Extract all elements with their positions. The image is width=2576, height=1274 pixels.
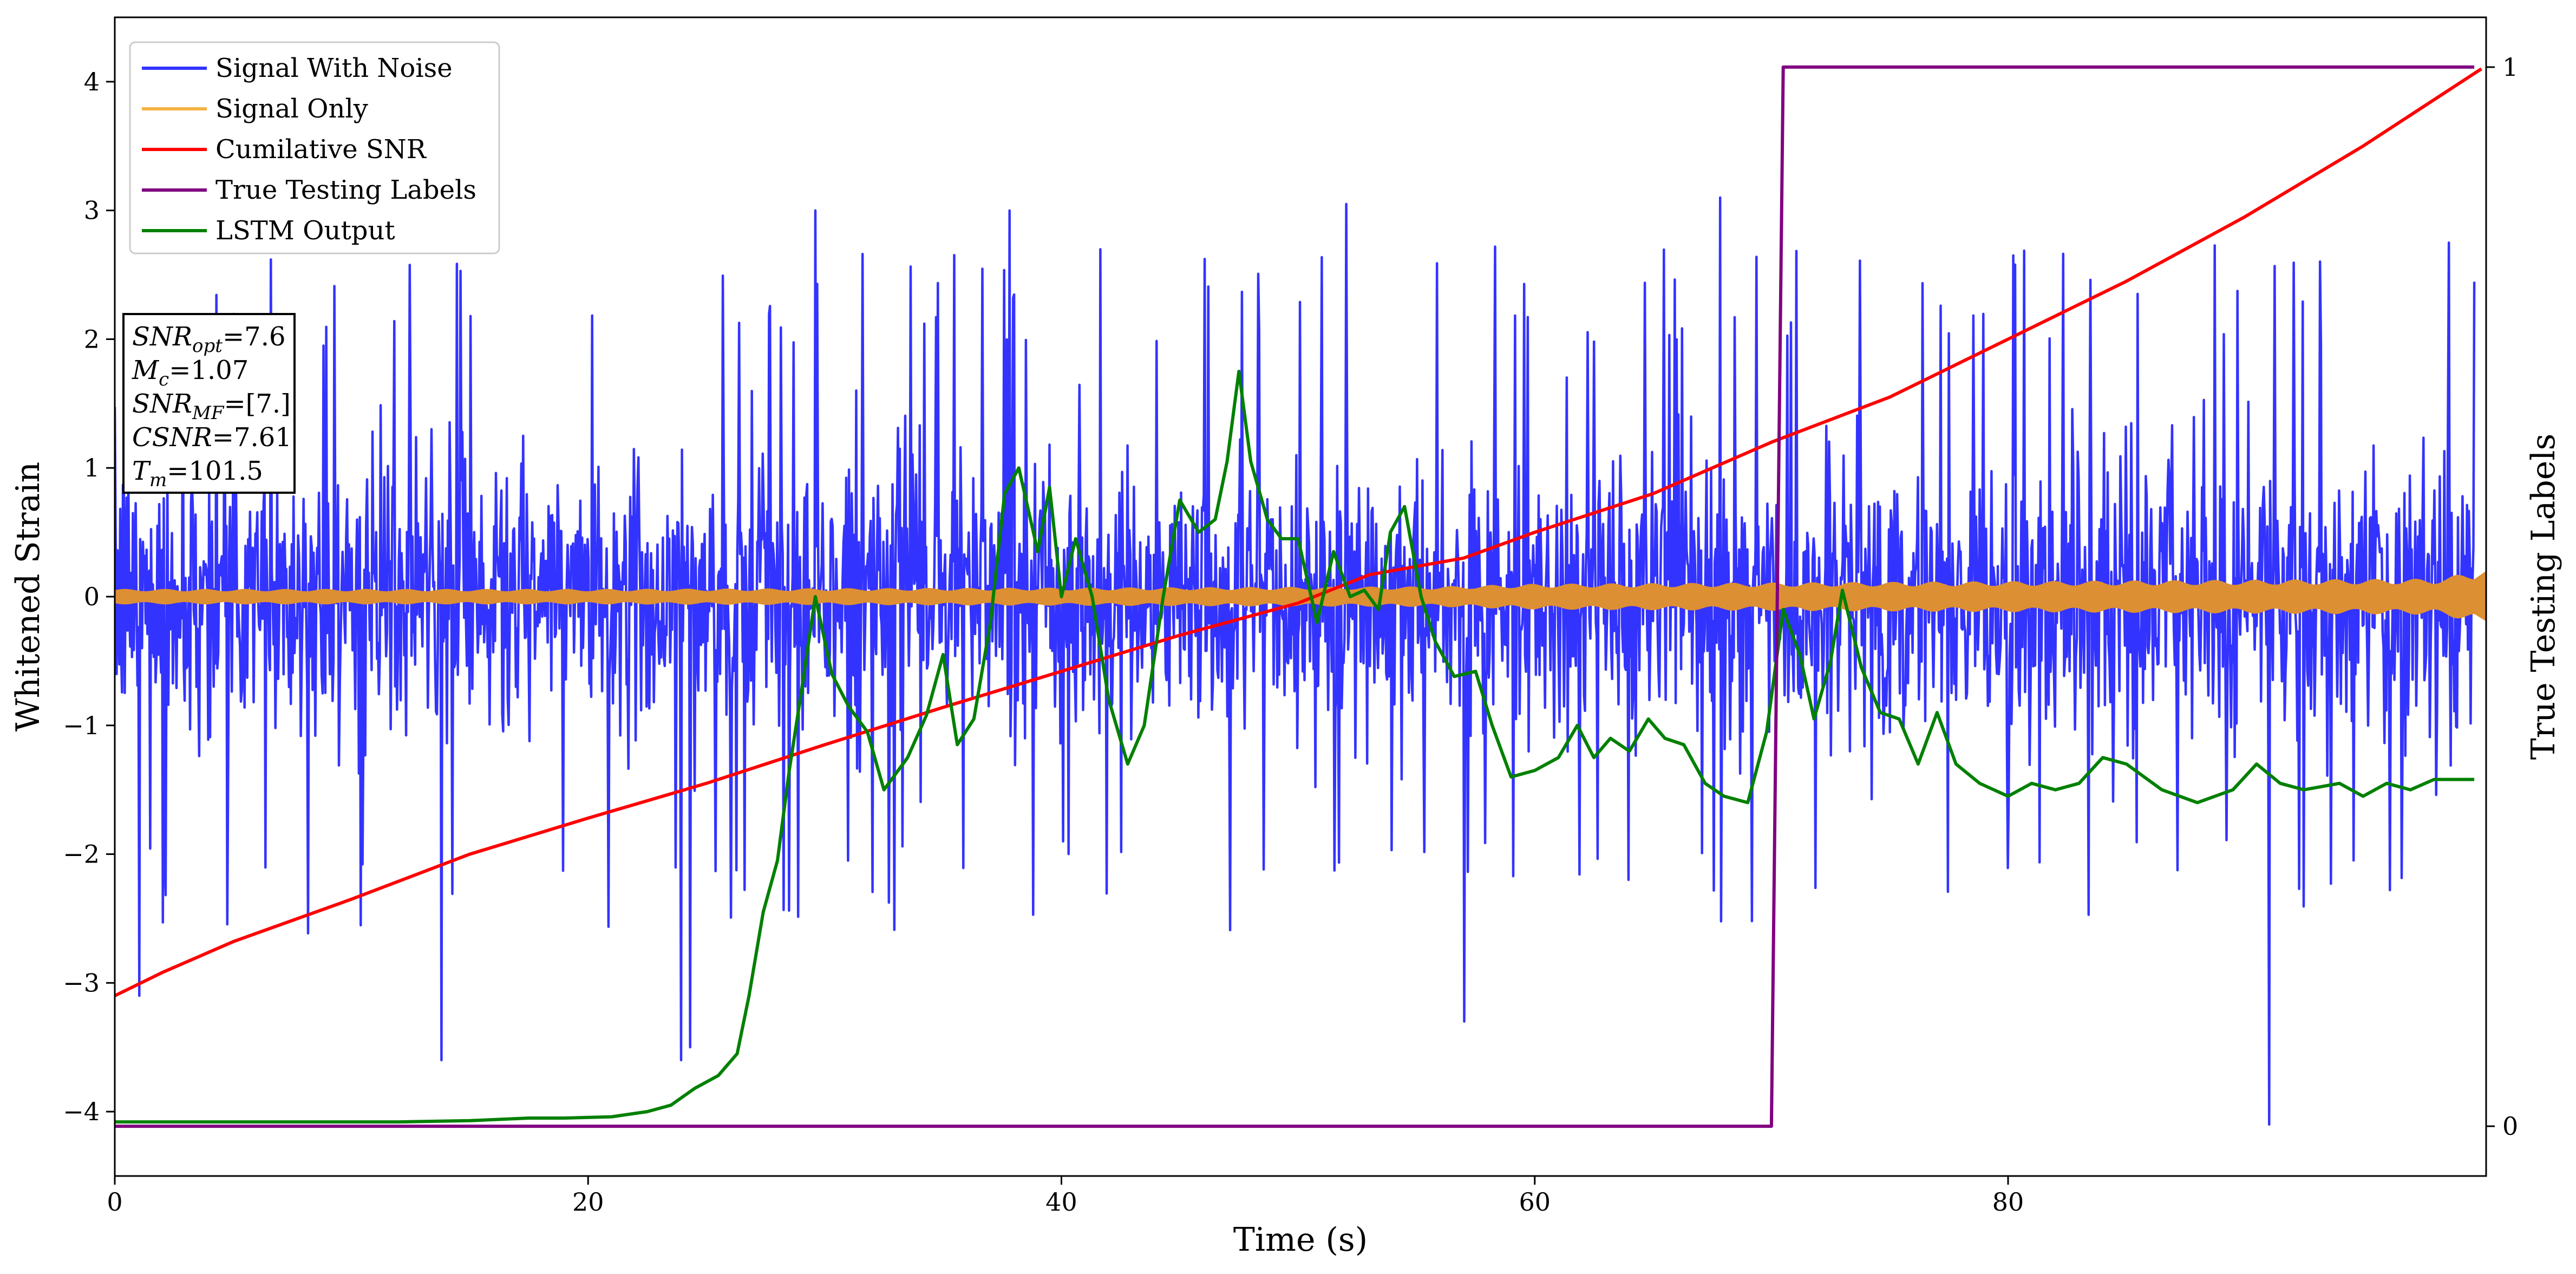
y-tick-label: 2 [84,324,100,354]
info-box: SNRopt=7.6Mc=1.07SNRMF=[7.]CSNR=7.61Tm=1… [122,313,296,494]
y-axis: −4 −3 −2 −1 0 1 2 3 4 [63,67,115,1126]
y-axis-title: Whitened Strain [9,462,47,731]
legend-label: True Testing Labels [215,175,476,205]
info-symbol: SNR [132,322,192,352]
legend-label: Cumilative SNR [215,134,427,165]
x-tick-label: 80 [1992,1187,2024,1217]
info-symbol: SNR [132,389,192,419]
y-tick-label: −1 [63,711,100,740]
x-axis-title: Time (s) [1233,1221,1368,1259]
y-tick-label: 1 [84,453,100,482]
series-signal-only [115,571,2486,622]
plot-area [115,65,2486,1128]
info-subscript: m [149,469,167,491]
info-symbol: M [132,355,160,386]
series-signal-with-noise [115,196,2476,1126]
y-tick-label: 0 [84,582,100,611]
info-value: =101.5 [167,456,263,486]
info-line: Tm=101.5 [132,456,263,491]
series-cumilative-snr [115,67,2482,997]
info-symbol: T [132,456,151,486]
legend-label: Signal Only [215,94,368,124]
x-tick-label: 20 [572,1187,604,1217]
info-subscript: c [159,369,169,390]
info-line: Mc=1.07 [132,355,249,390]
info-value: =[7.] [224,389,290,419]
legend: Signal With Noise Signal Only Cumilative S… [129,41,500,254]
info-subscript: MF [192,402,225,424]
info-subscript: opt [192,335,223,357]
y-tick-label: −3 [63,968,100,997]
y-tick-label: 4 [84,67,100,96]
series-lstm-output [115,369,2475,1124]
info-line: CSNR=7.61 [132,422,292,453]
x-tick-label: 40 [1045,1187,1077,1217]
x-tick-label: 60 [1519,1187,1551,1217]
x-tick-label: 0 [107,1187,122,1217]
info-value: =7.61 [212,422,292,453]
info-symbol: CSNR [132,422,212,453]
legend-label: LSTM Output [215,215,395,246]
y-tick-label: −4 [63,1097,100,1126]
info-value: =7.6 [223,322,286,352]
legend-label: Signal With Noise [215,53,453,83]
series-true-testing-labels [115,65,2475,1128]
x-axis: 0 20 40 60 80 [107,1176,2024,1217]
y2-axis: 01 [2486,53,2518,1141]
y2-tick-label: 0 [2502,1112,2518,1141]
legend-frame [129,41,500,254]
y-tick-label: −2 [63,840,100,869]
y2-axis-title: True Testing Labels [2525,434,2562,760]
info-box-frame [122,313,296,494]
y-tick-label: 3 [84,196,100,225]
y2-tick-label: 1 [2502,53,2518,82]
info-value: =1.07 [169,355,249,386]
info-line: SNRopt=7.6 [132,322,286,357]
info-line: SNRMF=[7.] [132,389,291,424]
